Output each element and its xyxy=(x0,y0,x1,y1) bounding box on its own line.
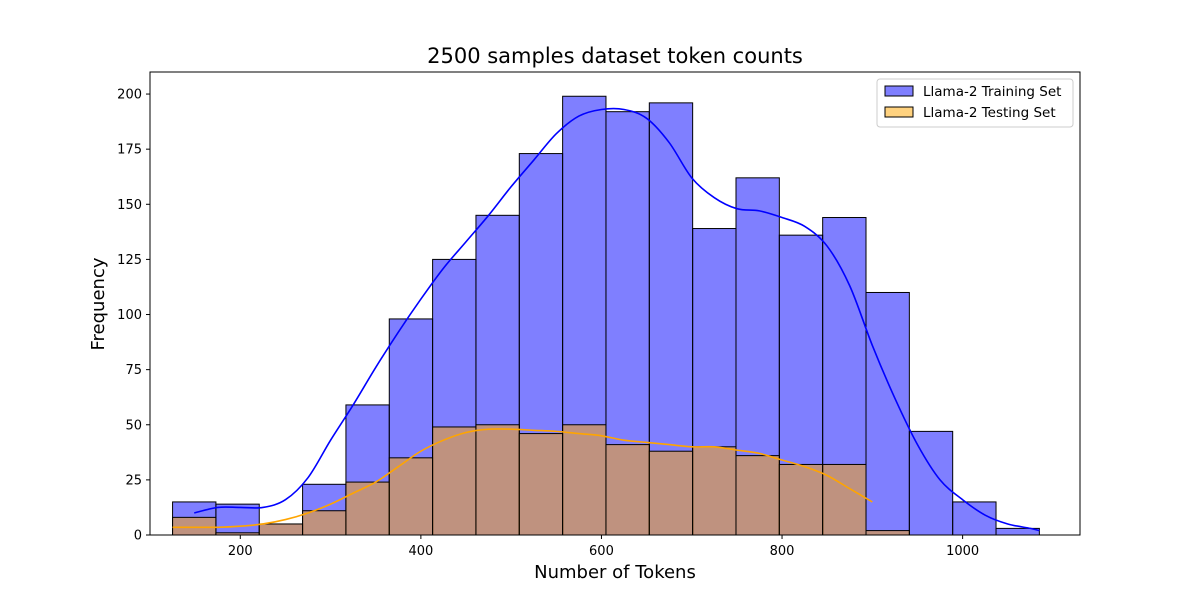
testing-bar-5 xyxy=(388,457,434,536)
y-tick-label-200: 200 xyxy=(117,88,142,103)
testing-bar-6 xyxy=(432,426,477,536)
testing-bar-11 xyxy=(648,450,694,536)
y-tick-label-75: 75 xyxy=(125,363,142,378)
testing-bar-3 xyxy=(302,510,347,536)
testing-bar-8 xyxy=(518,433,564,536)
x-tick-label-600: 600 xyxy=(589,544,614,559)
testing-bar-10 xyxy=(605,444,650,536)
plot-frame xyxy=(149,71,1081,536)
testing-bar-0 xyxy=(172,516,217,536)
y-tick-label-175: 175 xyxy=(117,143,142,158)
legend-box xyxy=(876,78,1074,128)
testing-kde-line xyxy=(172,428,873,529)
y-tick-label-0: 0 xyxy=(134,529,142,544)
bars-layer xyxy=(172,95,1040,536)
training-bar-18 xyxy=(952,501,997,536)
x-axis-title: Number of Tokens xyxy=(534,562,696,583)
chart-title: 2500 samples dataset token counts xyxy=(427,44,803,68)
testing-bar-2 xyxy=(258,523,304,536)
y-tick-label-25: 25 xyxy=(125,473,142,488)
testing-bar-9 xyxy=(562,424,607,536)
training-bar-17 xyxy=(908,430,954,536)
testing-bar-15 xyxy=(822,463,867,536)
legend-swatch-testing xyxy=(884,106,914,118)
training-bar-1 xyxy=(215,503,260,536)
y-axis-title: Frequency xyxy=(88,257,109,350)
kde-layer xyxy=(172,107,1040,532)
y-tick-label-125: 125 xyxy=(117,253,142,268)
legend-label-testing: Llama-2 Testing Set xyxy=(923,105,1056,121)
x-tick-label-800: 800 xyxy=(770,544,795,559)
axes-layer: 200 400 600 800 1000 0 25 50 75 100 125 150 175 200 xyxy=(117,71,1081,559)
x-tick-label-200: 200 xyxy=(228,544,253,559)
y-tick-label-50: 50 xyxy=(125,418,142,433)
testing-bar-12 xyxy=(692,446,737,536)
testing-bar-4 xyxy=(345,481,390,536)
legend: Llama-2 Training Set Llama-2 Testing Set xyxy=(876,78,1074,128)
testing-bar-16 xyxy=(865,530,910,536)
y-tick-label-150: 150 xyxy=(117,198,142,213)
testing-bar-13 xyxy=(735,455,780,536)
training-kde-line xyxy=(194,107,1040,532)
testing-bar-7 xyxy=(475,424,520,536)
legend-swatch-training xyxy=(884,85,914,97)
testing-bar-14 xyxy=(778,463,824,536)
y-tick-label-100: 100 xyxy=(117,308,142,323)
x-tick-label-1000: 1000 xyxy=(946,544,979,559)
x-tick-label-400: 400 xyxy=(408,544,433,559)
legend-label-training: Llama-2 Training Set xyxy=(923,84,1061,100)
